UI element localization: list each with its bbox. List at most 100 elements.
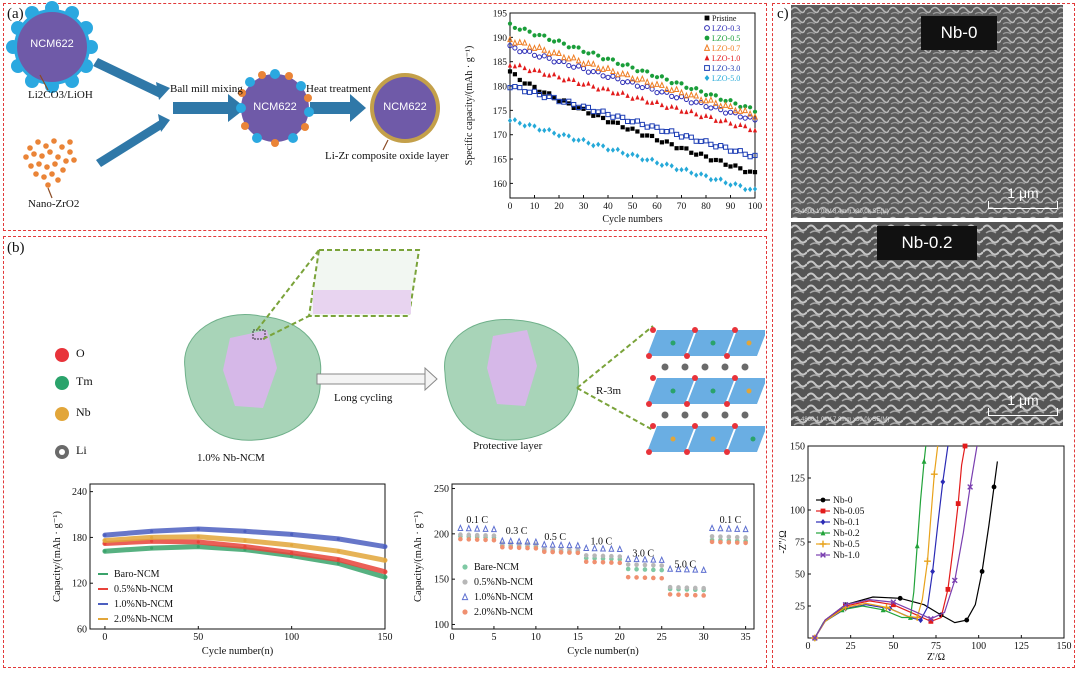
data-point [718, 97, 723, 102]
data-point [669, 128, 675, 134]
x-tick-label: 30 [579, 202, 589, 212]
nb-ncm-schematic [55, 249, 765, 459]
data-point [541, 94, 547, 101]
arrow-lower [96, 120, 165, 167]
y-tick-label: 150 [434, 575, 449, 586]
data-point [575, 550, 581, 556]
data-point [290, 532, 294, 536]
data-point [742, 525, 749, 533]
panel-a-label: (a) [7, 6, 24, 22]
data-point [699, 171, 704, 177]
data-point [726, 534, 732, 540]
data-point [500, 544, 505, 550]
data-point [605, 86, 611, 92]
data-point [507, 21, 513, 26]
data-point [532, 84, 537, 90]
data-point [592, 559, 597, 565]
data-point [679, 81, 684, 86]
series-lzo-0-3 [507, 43, 758, 123]
series-nb-0.5 [811, 445, 939, 642]
data-point [592, 553, 597, 558]
data-point [625, 566, 631, 572]
data-point [629, 79, 636, 85]
x-tick-label: 125 [1014, 641, 1029, 652]
data-point [708, 96, 714, 103]
data-point [723, 162, 728, 167]
data-point [654, 80, 660, 87]
data-point [458, 536, 463, 542]
data-point [748, 186, 753, 193]
data-point [649, 123, 655, 129]
data-point [712, 99, 719, 106]
data-point [383, 558, 387, 562]
y-tick-label: 75 [795, 538, 805, 549]
data-point [748, 105, 753, 110]
data-point [890, 602, 896, 608]
data-point [620, 150, 625, 156]
data-point [664, 161, 669, 167]
data-point [752, 170, 758, 175]
data-point [708, 114, 713, 119]
data-point [674, 146, 679, 151]
data-point [667, 564, 674, 572]
data-point [734, 524, 741, 532]
y-tick-label: 185 [493, 58, 508, 68]
data-point [581, 136, 586, 143]
x-tick-label: 0 [806, 641, 811, 652]
x-tick-label: 0 [508, 202, 513, 212]
data-point [196, 535, 200, 539]
data-point [650, 555, 657, 563]
y-tick-label: 250 [434, 484, 449, 495]
data-point [700, 565, 707, 573]
legend-label: Nb-0.05 [833, 507, 865, 517]
data-point [483, 533, 488, 538]
legend-label: 0.5%Nb-NCM [474, 577, 533, 588]
data-point [683, 565, 690, 573]
series-lzo-0-5 [507, 21, 758, 114]
series-lzo-3-0 [507, 83, 758, 160]
data-point [336, 557, 340, 562]
data-point [536, 43, 543, 50]
series-1-0-nb-ncm [457, 524, 749, 573]
data-point [586, 80, 591, 86]
data-point [512, 83, 518, 90]
scale-label-1: 1 μm [1007, 185, 1039, 201]
data-point [679, 167, 684, 173]
data-point [617, 554, 623, 559]
data-point [525, 545, 530, 551]
arrow-mix-body [173, 102, 228, 114]
data-point [620, 114, 626, 120]
data-point [610, 73, 616, 79]
data-point [694, 111, 699, 117]
data-point [383, 570, 387, 574]
data-point [542, 127, 547, 134]
legend-marker [704, 75, 710, 81]
rate-label: 0.3 C [506, 526, 528, 537]
data-point [649, 81, 655, 88]
data-point [675, 565, 682, 573]
legend-marker [704, 65, 710, 71]
legend-label: Bare-NCM [474, 562, 519, 573]
chart-b1-legend: Baro-NCM 0.5%Nb-NCM 1.0%Nb-NCM 2.0%Nb-NCM [98, 569, 173, 625]
data-point [595, 109, 601, 115]
data-point [689, 150, 694, 155]
arrow-upper [93, 58, 165, 98]
data-point [684, 166, 689, 172]
data-point [590, 60, 597, 67]
data-point [625, 127, 630, 132]
data-point [708, 92, 713, 97]
data-point [668, 86, 675, 93]
data-point [708, 176, 713, 183]
nb-ncm-particle-left [184, 314, 322, 441]
data-point [722, 101, 729, 108]
data-point [580, 103, 587, 109]
data-point [727, 148, 734, 154]
data-point [521, 38, 528, 46]
data-point [713, 104, 719, 110]
data-point [615, 90, 620, 96]
data-point [600, 65, 606, 72]
data-point [561, 77, 566, 83]
sem-info-1: S-4800 1.0kV 8.4mm x30.0k SE(U) [795, 209, 889, 215]
legend-label: Nb-0.1 [833, 518, 860, 528]
data-point [708, 524, 716, 532]
